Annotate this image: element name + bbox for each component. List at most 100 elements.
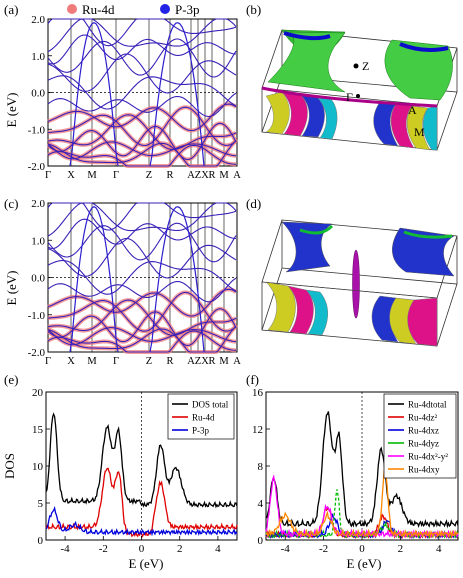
dos-legend-label: Ru-4d [192,413,215,423]
band-line [47,202,237,231]
panel-label-b: (b) [246,2,261,17]
dos-plot-f: 0 4 8 12 16 -4 -2 0 2 4 Ru-4dtotal Ru-4dz² Ru-4dxz Ru… [252,387,459,555]
band-line [47,106,237,147]
dos-ytick-label: 8 [258,461,264,473]
band-line [47,202,237,237]
z-label: Z [362,59,369,73]
kpoint-label: Γ [113,356,119,367]
band-ytick-label: 2.0 [31,14,45,26]
band-ytick-label: 2.0 [31,198,45,210]
dos-xtick-label: -2 [99,543,108,555]
kpoint-label: R [166,170,173,181]
dos-ylabel: DOS [2,453,17,479]
band-a-ylabel: E (eV) [4,92,19,127]
panel-label-d: (d) [246,196,261,211]
kpoint-label: M [87,356,97,367]
dos-ytick-label: 15 [32,424,44,436]
dos-xtick-label: -4 [61,543,71,555]
kpoint-label: X [67,170,75,181]
dos-legend-label: Ru-4dtotal [408,400,447,410]
band-ytick-label: -1.0 [28,310,46,322]
dos-plot-e: 0 5 10 15 20 -4 -2 0 2 4 DOS total Ru-4d P-3p [32,387,238,555]
band-line [47,141,237,160]
kpoint-label: Γ [45,356,51,367]
band-line [47,330,237,353]
dos-f-xlabel: E (eV) [346,556,381,571]
band-line [69,22,119,167]
band-line [47,122,237,161]
band-ytick-label: 0.0 [31,273,45,285]
band-line [47,325,237,353]
kpoint-label: R [166,356,173,367]
band-ytick-label: 0.0 [31,88,45,100]
dos-xtick-label: -2 [319,543,328,555]
kpoint-label: Γ [45,170,51,181]
kpoint-label: Z [195,170,201,181]
kpoint-label: R [208,170,215,181]
band-line [149,22,205,167]
dos-series-total [45,412,238,509]
dos-xtick-label: 4 [436,543,442,555]
band-line [47,327,237,346]
band-line [47,222,237,263]
dos-ytick-label: 0 [38,535,44,547]
band-line [47,144,237,167]
dos-xtick-label: 0 [359,543,365,555]
kpoint-label: X [201,356,209,367]
central-pocket [352,249,360,319]
kpoint-label: Z [195,356,201,367]
p-legend-label: P-3p [175,2,200,17]
dos-legend-label: DOS total [192,400,229,410]
kpoint-label: A [187,170,195,181]
a-label: A [408,103,417,117]
band-line [47,218,237,250]
band-line [47,103,237,132]
band-line [47,288,237,317]
kpoint-label: R [208,356,215,367]
dos-ytick-label: 12 [252,424,263,436]
panel-label-f: (f) [246,372,259,387]
p-legend-marker [160,4,170,14]
band-line [47,38,237,78]
dos-xtick-label: 2 [398,543,404,555]
band-line [47,291,237,332]
gamma-label: Γ [346,90,353,104]
dos-e-xlabel: E (eV) [128,556,163,571]
kpoint-label: A [233,356,241,367]
band-plot-c: 2.01.00.0-1.0-2.0Γ X M Γ Z R A Z X R M A [28,198,242,367]
band-line [47,237,237,279]
kpoint-label: A [187,356,195,367]
dos-ytick-label: 5 [38,498,44,510]
dos-ytick-label: 4 [258,498,264,510]
band-ytick-label: -2.0 [28,347,46,359]
ru-legend-label: Ru-4d [82,2,115,17]
fermi-surface-b: Z Γ A M [261,29,458,151]
band-line [47,299,237,336]
dos-ytick-label: 10 [32,461,44,473]
ru-legend-marker [67,4,77,14]
band-ytick-label: 1.0 [31,51,45,63]
band-plot-a: 2.01.00.0-1.0-2.0Γ X M Γ Z R A Z X R M A [28,14,242,181]
panel-label-c: (c) [4,196,18,211]
dos-ytick-label: 16 [252,387,264,399]
band-c-ylabel: E (eV) [4,270,19,305]
band-line [47,18,237,53]
dos-xtick-label: 4 [215,543,221,555]
dos-ytick-label: 20 [32,387,44,399]
dos-series-x2y2 [265,474,459,539]
band-line [47,114,237,151]
dos-legend-label: Ru-4dxy [408,465,440,475]
kpoint-label: M [219,170,229,181]
kpoint-label: Γ [113,170,119,181]
kpoint-label: M [219,356,229,367]
band-ytick-label: -2.0 [28,161,46,173]
panel-label-e: (e) [4,372,18,387]
band-line [69,206,119,353]
fermi-surface-d [261,219,458,347]
kpoint-label: Z [146,170,152,181]
dos-legend-label: Ru-4dz² [408,413,437,423]
dos-series-p [45,505,238,537]
dos-legend-label: Ru-4dx²-y² [408,452,448,462]
top-legend: Ru-4d P-3p [67,2,200,17]
